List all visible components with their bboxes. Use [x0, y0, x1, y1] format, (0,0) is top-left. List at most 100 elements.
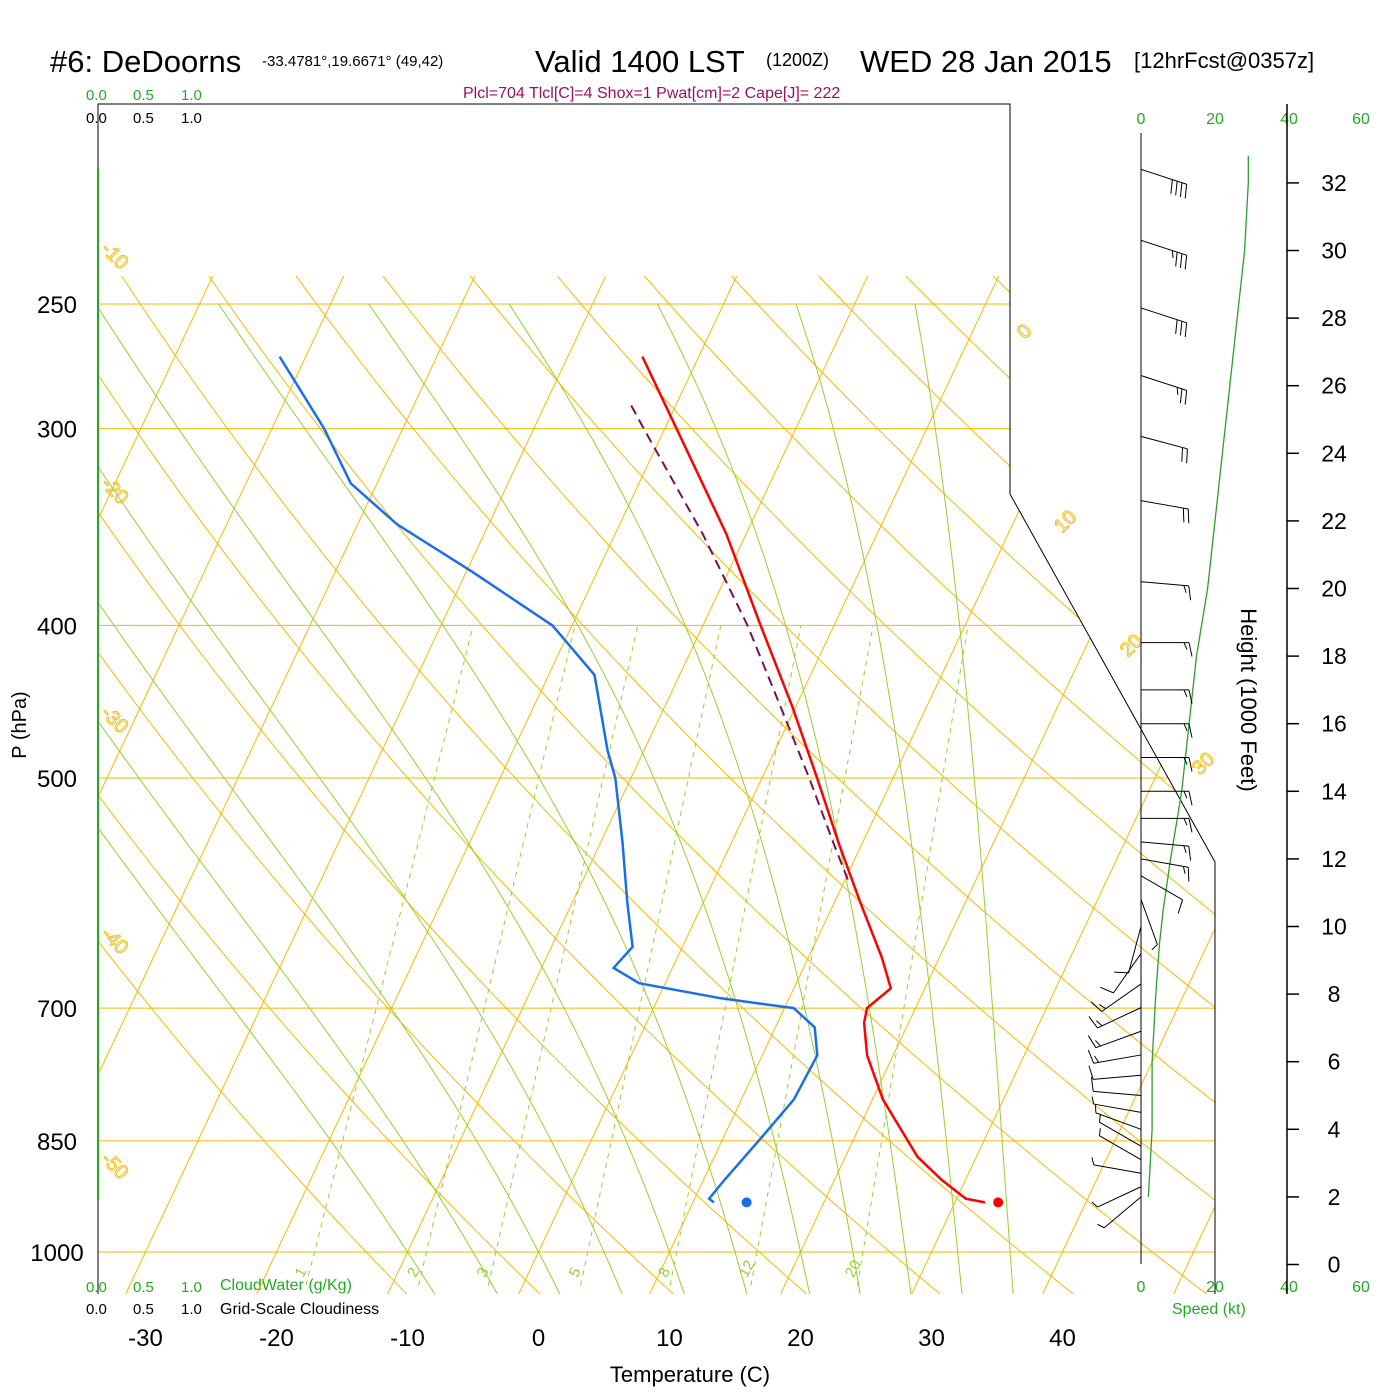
- dry-adiabat-line: [731, 275, 1215, 1294]
- dewpoint-line: [278, 355, 819, 1204]
- dry-adiabat-line: [818, 275, 1215, 1294]
- plot-border: [97, 103, 1216, 1294]
- temperature-tick-label: 20: [787, 1325, 814, 1352]
- wind-barb-feather: [1183, 585, 1187, 593]
- pressure-tick-label: 300: [37, 417, 77, 444]
- dry-adiabat-line: [98, 275, 565, 1294]
- y-axis-title: P (hPa): [9, 691, 31, 758]
- isotherm-label: -20: [96, 473, 132, 509]
- cloudwater-tick: 1.0: [181, 1279, 202, 1296]
- wind-barb: [1140, 858, 1190, 882]
- dry-adiabat-line: [1079, 275, 1215, 1294]
- wind-barb-feather: [1183, 791, 1188, 799]
- height-tick-label: 24: [1321, 440, 1347, 466]
- wind-barb-feather: [1087, 1035, 1097, 1048]
- isotherm-label: -30: [96, 702, 132, 738]
- cloudiness-tick: 0.5: [133, 1301, 154, 1318]
- cloudiness-label: Grid-Scale Cloudiness: [220, 1301, 379, 1318]
- wind-barb-feather: [1183, 818, 1188, 826]
- wind-barb-feather: [1188, 757, 1193, 772]
- mixing-ratio-line: [305, 625, 474, 1286]
- wind-barb-staff: [1097, 1186, 1142, 1208]
- wind-speed-tick: 60: [1352, 111, 1370, 128]
- isotherm-line: [507, 275, 1000, 1294]
- isotherm-label: -10: [96, 238, 132, 274]
- isotherm-line: [638, 275, 1131, 1294]
- height-tick-label: 32: [1321, 170, 1347, 196]
- wind-barb-feather: [1183, 689, 1188, 698]
- wind-barb-staff: [1140, 581, 1189, 587]
- wind-barb: [1091, 1096, 1142, 1113]
- pressure-tick-label: 1000: [30, 1240, 83, 1267]
- height-tick-label: 0: [1328, 1252, 1341, 1278]
- mixing-ratio-line: [750, 625, 874, 1286]
- wind-barb-feather: [1099, 1004, 1107, 1010]
- dry-adiabat-line: [295, 275, 1215, 1294]
- wind-barb-staff: [1103, 1196, 1142, 1229]
- wind-barb-staff: [1140, 375, 1187, 391]
- height-tick-label: 16: [1321, 711, 1347, 737]
- wind-barb: [1140, 435, 1188, 464]
- wind-barb-staff: [1093, 1054, 1142, 1064]
- wind-speed-tick: 20: [1206, 111, 1224, 128]
- wind-barb: [1140, 375, 1188, 405]
- wind-barb-staff: [1128, 926, 1142, 973]
- wind-barb-feather: [1188, 585, 1192, 601]
- cloudwater-label: CloudWater (g/Kg): [220, 1277, 352, 1294]
- wind-barb-staff: [1093, 1103, 1142, 1113]
- wind-barb-feather: [1179, 253, 1183, 268]
- dry-adiabat-line: [98, 275, 969, 1294]
- dry-adiabat-line: [1166, 275, 1215, 1294]
- wind-barb-feather: [1091, 1096, 1095, 1105]
- moist-adiabat-line: [508, 303, 865, 1294]
- height-tick-label: 26: [1321, 373, 1347, 399]
- wind-barb-staff: [1140, 500, 1189, 510]
- wind-barb-feather: [1188, 846, 1192, 861]
- mixing-ratio-label: 2: [404, 1265, 423, 1280]
- height-tick-label: 30: [1321, 238, 1347, 264]
- wind-barb-feather: [1184, 255, 1188, 270]
- wind-barb: [1140, 168, 1188, 199]
- wind-barb-feather: [1182, 866, 1186, 874]
- cloudiness-tick: 0.0: [86, 1301, 107, 1318]
- moist-adiabat-line: [98, 303, 572, 1294]
- pressure-tick-label: 850: [37, 1129, 77, 1156]
- moist-adiabat-line: [98, 303, 450, 1294]
- wind-barb-feather: [1188, 818, 1193, 833]
- wind-barb-feather: [1183, 845, 1187, 854]
- mixing-ratio-line: [856, 625, 969, 1286]
- dry-adiabat-line: [98, 275, 700, 1294]
- wind-barb: [1140, 581, 1192, 601]
- wind-barb: [1097, 1196, 1142, 1229]
- temperature-tick-label: -10: [390, 1325, 425, 1352]
- moist-adiabat-line: [98, 303, 633, 1294]
- wind-barb-feather: [1188, 642, 1193, 657]
- wind-barb-staff: [1140, 875, 1183, 901]
- wind-barb-feather: [1091, 1157, 1095, 1166]
- wind-barb: [1090, 983, 1142, 1012]
- mixing-ratio-line: [418, 625, 576, 1286]
- wind-barb-feather: [1182, 508, 1185, 523]
- indices-line: Plcl=704 Tlcl[C]=4 Shox=1 Pwat[cm]=2 Cap…: [463, 85, 840, 102]
- dry-adiabat-line: [98, 275, 430, 1294]
- wind-barb: [1141, 689, 1193, 705]
- mixing-ratio-line: [580, 625, 722, 1286]
- dry-adiabat-line: [469, 275, 1215, 1294]
- moist-adiabat-line: [795, 303, 965, 1294]
- wind-barb-feather: [1171, 250, 1174, 259]
- cloudiness-tick: 1.0: [181, 110, 202, 127]
- wind-barb-feather: [1095, 1040, 1101, 1047]
- dry-adiabat-line: [644, 275, 1215, 1294]
- wind-barb-staff: [1140, 168, 1187, 185]
- height-tick-label: 20: [1321, 576, 1347, 602]
- wind-barb-staff: [1095, 1112, 1142, 1130]
- valid-date: WED 28 Jan 2015: [860, 44, 1112, 79]
- wind-barb-feather: [1183, 642, 1188, 650]
- wind-barb-feather: [1186, 448, 1188, 464]
- wind-barb: [1140, 239, 1188, 270]
- wind-barb: [1141, 642, 1193, 657]
- wind-barb-feather: [1179, 388, 1183, 404]
- wind-barb-feather: [1183, 723, 1188, 731]
